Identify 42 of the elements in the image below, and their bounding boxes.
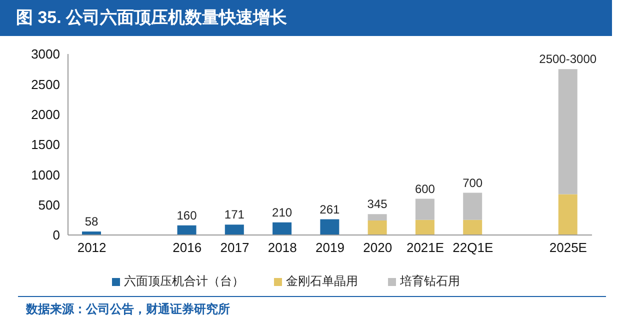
total-label: 261 xyxy=(320,202,340,216)
legend-label: 金刚石单晶用 xyxy=(286,274,358,288)
bar xyxy=(368,214,387,221)
legend-label: 六面顶压机合计（台） xyxy=(124,274,244,288)
total-label: 600 xyxy=(414,182,436,196)
x-tick-label: 2025E xyxy=(549,240,588,256)
y-tick-label: 1500 xyxy=(31,137,60,152)
x-tick-label: 2021E xyxy=(406,240,444,256)
y-tick-label: 2000 xyxy=(31,106,60,122)
bar xyxy=(463,220,482,235)
bar xyxy=(320,219,340,235)
x-tick-label: 22Q1E xyxy=(452,240,494,256)
total-label: 210 xyxy=(272,205,292,220)
total-label: 2500-3000 xyxy=(539,52,597,66)
bar xyxy=(272,222,292,235)
bar xyxy=(224,224,244,235)
bar xyxy=(177,225,196,235)
y-tick-label: 500 xyxy=(38,197,60,212)
x-tick-label: 2012 xyxy=(77,240,106,256)
bar xyxy=(558,194,578,235)
total-label: 345 xyxy=(367,197,388,212)
x-tick-label: 2019 xyxy=(316,240,344,256)
x-tick-label: 2016 xyxy=(172,240,202,256)
bar xyxy=(558,69,578,194)
x-tick-label: 2020 xyxy=(363,240,392,256)
total-label: 58 xyxy=(84,214,98,228)
y-tick-label: 3000 xyxy=(31,46,60,62)
chart-title: 图 35. 公司六面顶压机数量快速增长 xyxy=(0,0,612,36)
bar xyxy=(415,198,434,220)
source-note: 数据来源：公司公告，财通证券研究所 xyxy=(26,301,230,318)
y-tick-label: 1000 xyxy=(31,167,60,182)
x-tick-label: 2017 xyxy=(220,240,250,256)
legend-label: 培育钻石用 xyxy=(400,274,460,288)
total-label: 700 xyxy=(462,176,483,190)
y-tick-label: 2500 xyxy=(31,76,60,92)
y-tick-label: 0 xyxy=(52,228,60,243)
total-label: 171 xyxy=(224,208,245,222)
bar xyxy=(415,220,434,235)
bar xyxy=(463,192,482,220)
total-label: 160 xyxy=(176,208,198,222)
bar xyxy=(368,220,387,235)
x-tick-label: 2018 xyxy=(268,240,297,256)
